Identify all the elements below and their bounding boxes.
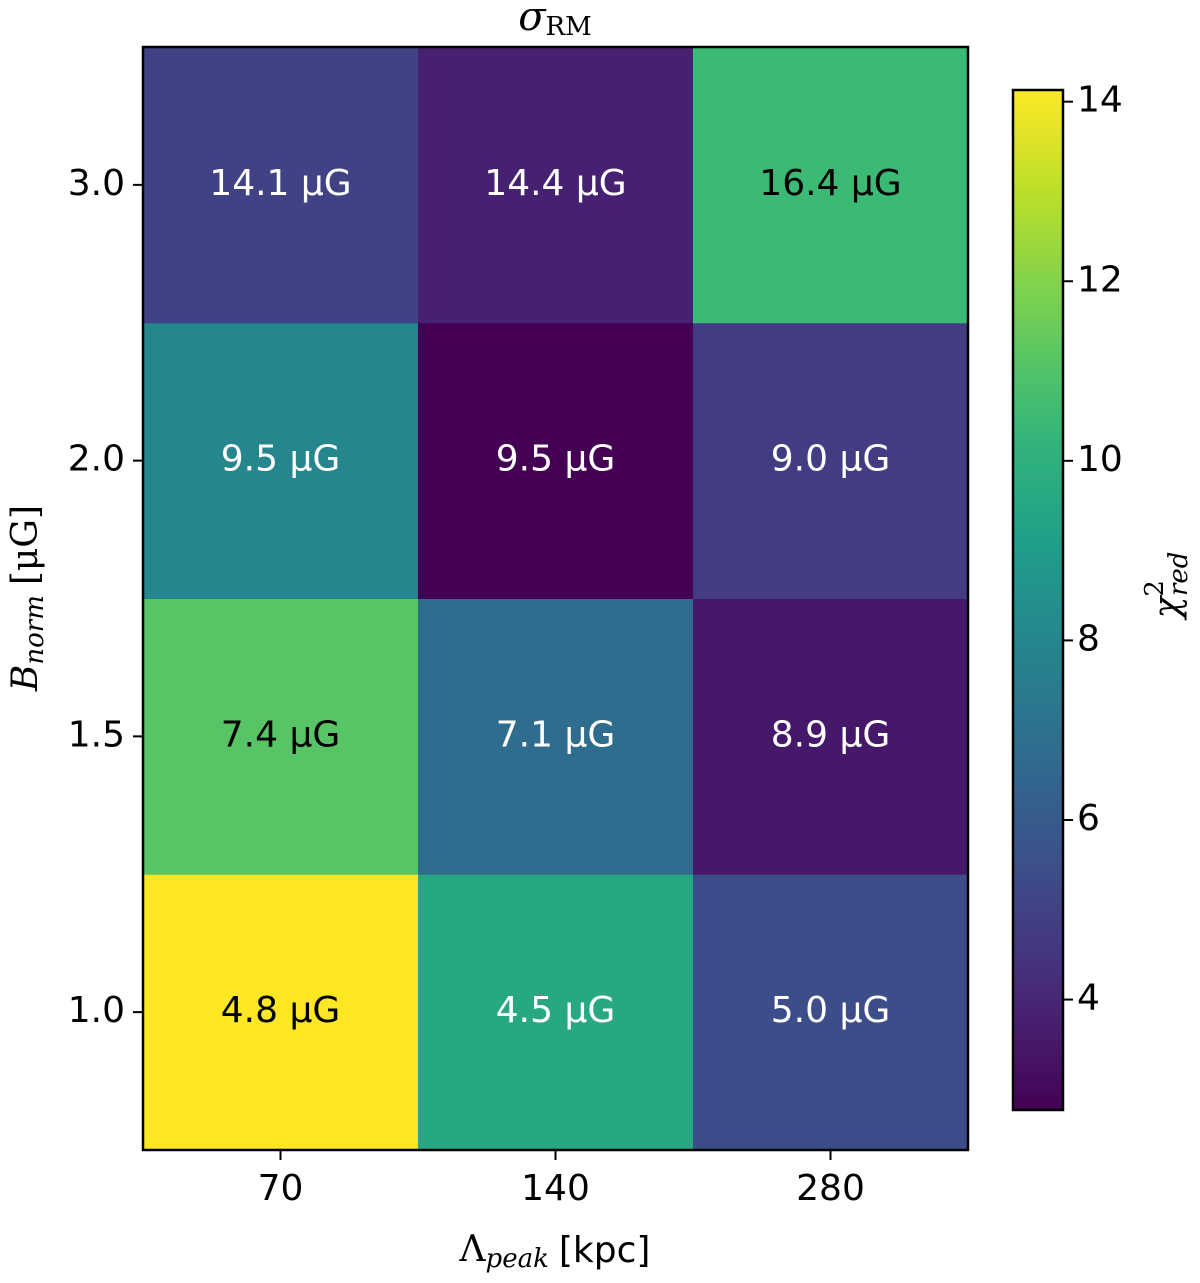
- cell-label: 7.4 μG: [221, 714, 341, 755]
- cell-label: 14.1 μG: [209, 163, 351, 204]
- x-tick-label: 70: [258, 1168, 304, 1209]
- y-tick-label: 3.0: [68, 163, 125, 204]
- colorbar-tick-label: 10: [1077, 439, 1123, 480]
- heatmap-cell: [693, 47, 969, 324]
- y-label-symbol: B: [5, 665, 46, 692]
- colorbar-tick-label: 4: [1077, 978, 1100, 1019]
- cell-label: 14.4 μG: [484, 163, 626, 204]
- x-label-symbol: Λ: [459, 1229, 487, 1270]
- chart-title: σRM: [518, 0, 592, 42]
- x-axis-label: Λpeak [kpc]: [459, 1229, 651, 1274]
- x-tick-label: 280: [796, 1168, 865, 1209]
- x-label-subscript: peak: [486, 1244, 549, 1274]
- y-axis-label: Bnorm [μG]: [5, 505, 50, 692]
- heatmap-cell: [418, 47, 694, 324]
- heatmap-cell: [418, 322, 694, 599]
- colorbar-tick-label: 8: [1077, 618, 1100, 659]
- cell-label: 9.0 μG: [771, 439, 891, 480]
- y-tick-label: 1.0: [68, 990, 125, 1031]
- heatmap-cell: [693, 874, 969, 1151]
- heatmap-cell: [143, 874, 419, 1151]
- heatmap-cell: [418, 874, 694, 1151]
- cell-label: 7.1 μG: [496, 714, 616, 755]
- heatmap-cell: [143, 598, 419, 875]
- cell-label: 5.0 μG: [771, 990, 891, 1031]
- cb-label-symbol: χ: [1147, 594, 1188, 621]
- heatmap-cell: [143, 322, 419, 599]
- x-label-unit: [kpc]: [559, 1230, 651, 1271]
- colorbar: [1011, 88, 1065, 1112]
- cell-label: 9.5 μG: [496, 439, 616, 480]
- title-symbol: σ: [518, 0, 547, 40]
- y-tick-label: 1.5: [68, 714, 125, 755]
- x-tick-label: 140: [521, 1168, 590, 1209]
- heatmap-cell: [693, 598, 969, 875]
- cb-label-subscript: red: [1164, 552, 1194, 596]
- cell-label: 4.8 μG: [221, 990, 341, 1031]
- y-tick-label: 2.0: [68, 439, 125, 480]
- title-subscript: RM: [546, 12, 592, 42]
- cell-label: 9.5 μG: [221, 439, 341, 480]
- colorbar-label: χ2red: [1140, 552, 1194, 622]
- colorbar-tick-label: 12: [1077, 259, 1123, 300]
- heatmap-cell: [418, 598, 694, 875]
- cell-label: 4.5 μG: [496, 990, 616, 1031]
- cb-label-superscript: 2: [1140, 580, 1170, 597]
- y-label-subscript: norm: [20, 595, 50, 664]
- heatmap-cell: [693, 322, 969, 599]
- cell-label: 16.4 μG: [759, 163, 901, 204]
- colorbar-tick-label: 14: [1077, 80, 1123, 121]
- y-label-unit: [μG]: [5, 505, 46, 585]
- cell-label: 8.9 μG: [771, 714, 891, 755]
- heatmap-cell: [143, 47, 419, 324]
- colorbar-tick-label: 6: [1077, 798, 1100, 839]
